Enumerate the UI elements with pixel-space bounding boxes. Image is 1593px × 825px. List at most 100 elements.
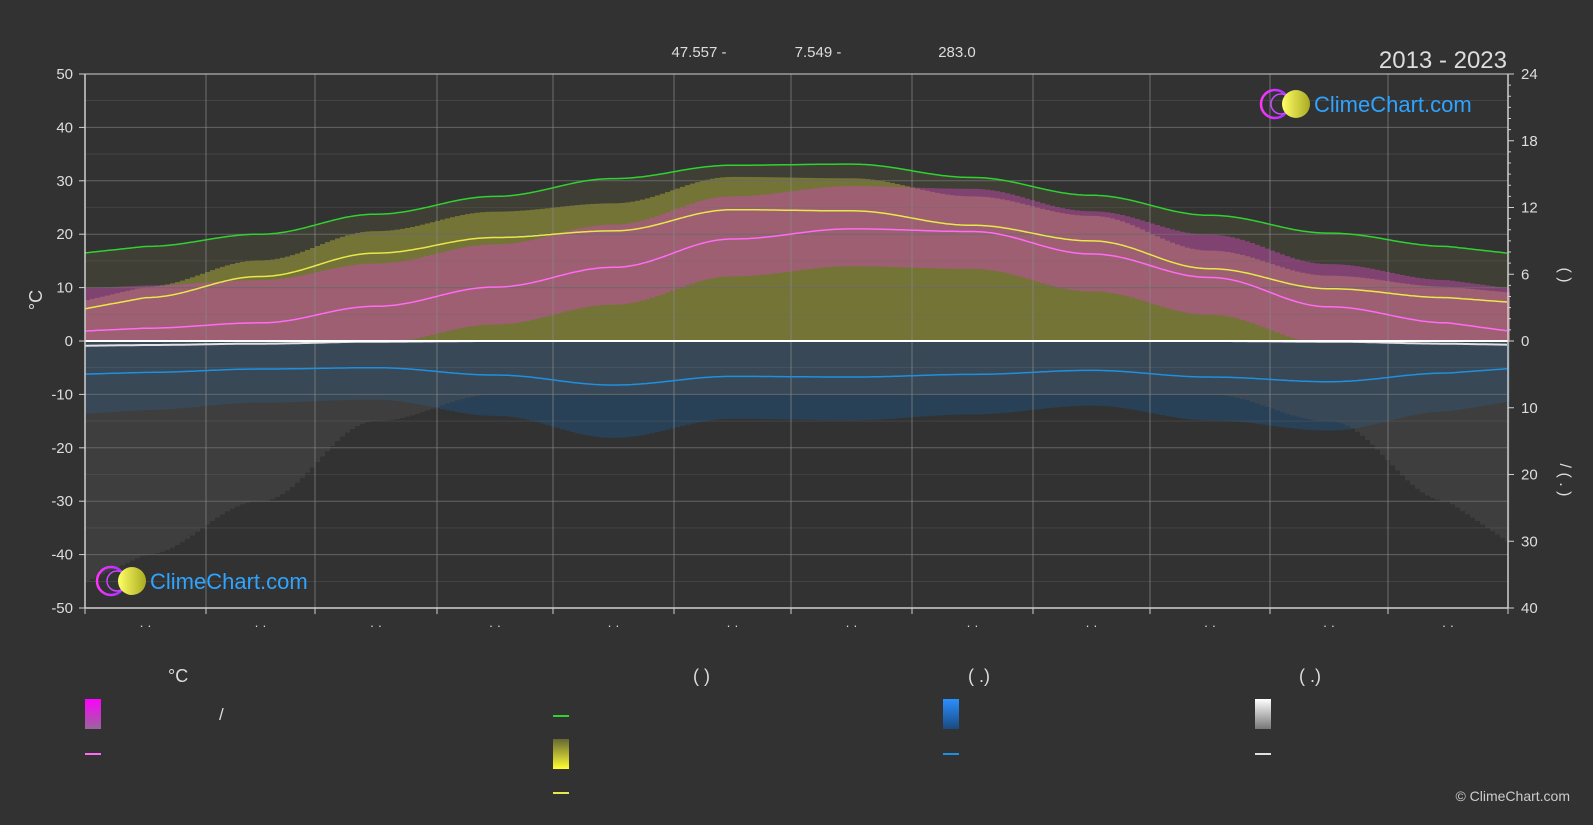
sunshine-band [1465,288,1470,341]
sunshine-band [645,198,650,341]
daylight-band [535,191,540,341]
month-label: · · [1323,618,1335,633]
sunshine-band [830,178,835,341]
precipitation-band [1040,341,1045,409]
precipitation-band [165,341,170,410]
temperature-range-band [630,222,635,303]
precipitation-band [1360,341,1365,428]
precipitation-band [520,341,525,419]
precipitation-band [915,341,920,417]
temperature-range-band [1460,282,1465,341]
temperature-range-band [110,286,115,341]
precipitation-band [180,341,185,409]
temperature-range-band [260,280,265,341]
daylight-band [105,250,110,341]
temperature-line [84,228,1508,332]
sunshine-band [335,238,340,341]
precipitation-band [535,341,540,423]
precipitation-band [1255,341,1260,424]
daylight-band [205,239,210,341]
daylight-band [1070,194,1075,341]
sunshine-band [445,218,450,341]
precipitation-band [1445,341,1450,412]
temperature-range-band [350,265,355,341]
temperature-range-band [150,285,155,341]
sunshine-band [1020,203,1025,341]
precipitation-band [860,341,865,421]
daylight-band [1410,243,1415,341]
precipitation-band [835,341,840,421]
precipitation-band [1010,341,1015,413]
precipitation-band [1375,341,1380,424]
temperature-range-band [715,197,720,278]
sunshine-band [1390,281,1395,341]
daylight-band [1035,187,1040,341]
snow-band [1405,341,1410,481]
daylight-band [1045,189,1050,341]
snow-band [1250,341,1255,402]
sunshine-band [1115,219,1120,341]
precipitation-band [1140,341,1145,412]
snow-band [1465,341,1470,515]
sunshine-band [730,176,735,341]
daylight-band [1330,233,1335,341]
temperature-range-band [170,284,175,341]
snow-band [170,341,175,548]
daylight-band [665,172,670,341]
temperature-range-band [785,191,790,272]
precipitation-band [105,341,110,413]
snow-band [1285,341,1290,414]
precipitation-band [760,341,765,420]
temperature-range-band [975,188,980,270]
daylight-band [95,251,100,341]
temperature-range-band [995,191,1000,272]
precipitation-band [1000,341,1005,414]
daylight-band [975,177,980,341]
snow-band [235,341,240,507]
daylight-band [865,164,870,341]
temperature-range-band [745,195,750,276]
sunshine-band [1425,285,1430,341]
daylight-band [695,167,700,341]
temperature-range-band [155,285,160,341]
daylight-band [1455,247,1460,341]
temperature-range-band [650,217,655,298]
sunshine-band [370,231,375,341]
sunshine-band [505,211,510,341]
temperature-range-band [815,188,820,269]
temperature-range-band [795,190,800,271]
snow-band [1360,341,1365,436]
sunshine-band [585,204,590,341]
daylight-band [810,164,815,341]
temperature-range-band [495,244,500,325]
sunshine-band [250,260,255,341]
precipitation-band [1415,341,1420,415]
sunshine-band [1255,259,1260,341]
precipitation-band [1145,341,1150,413]
temperature-range-band [915,187,920,268]
sunshine-band [1380,280,1385,341]
precipitation-band [1390,341,1395,421]
temperature-range-band [1365,267,1370,341]
daylight-band [645,176,650,341]
snow-band [230,341,235,509]
daylight-band [420,208,425,341]
sunshine-band [725,177,730,341]
month-label: · · [1085,618,1097,633]
sunshine-band [595,203,600,341]
daylight-band [100,251,105,341]
precipitation-band [1210,341,1215,421]
temperature-range-band [280,278,285,341]
temperature-range-band [1305,261,1310,341]
temperature-range-band [135,285,140,341]
temperature-range-band [430,254,435,335]
daylight-band [1370,237,1375,341]
daylight-band [130,247,135,341]
daylight-band [345,217,350,341]
precipitation-band [1200,341,1205,421]
daylight-band [820,164,825,341]
daylight-band [875,165,880,341]
temperature-range-band [830,186,835,267]
daylight-band [570,183,575,341]
precipitation-band [850,341,855,421]
